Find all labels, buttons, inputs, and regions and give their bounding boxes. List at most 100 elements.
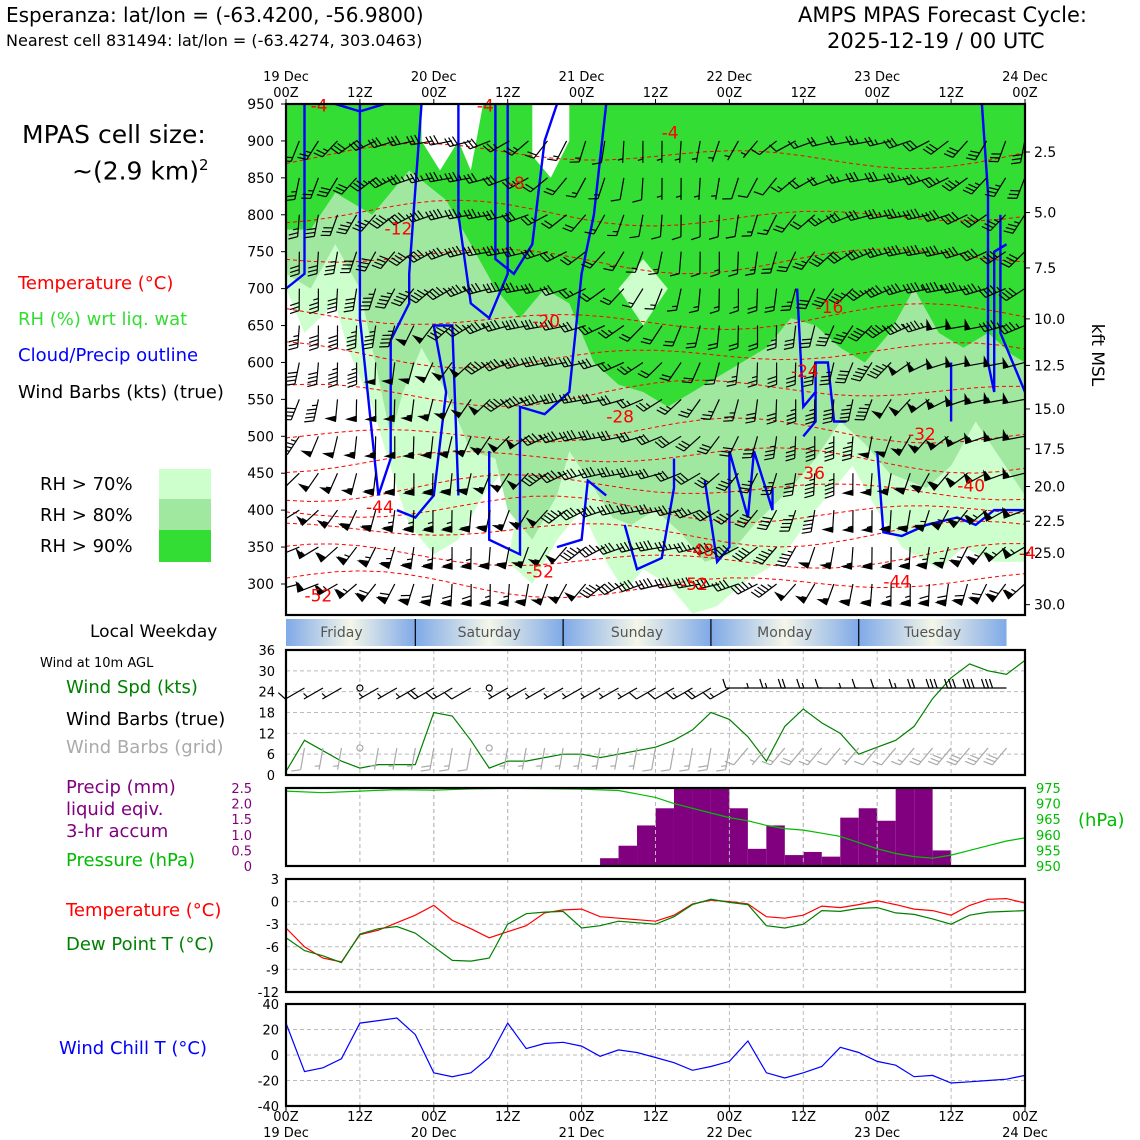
barb-half (349, 451, 355, 454)
barb-half (878, 249, 883, 255)
barb-flag (435, 286, 444, 295)
temperature-contour (286, 142, 1025, 170)
barb-flag (454, 324, 463, 332)
wind-barb (693, 177, 701, 200)
barb-half (729, 412, 735, 414)
barb-flag (929, 282, 936, 292)
barb-flag (845, 212, 852, 221)
wind-barb (406, 249, 434, 263)
barb-flag (307, 375, 318, 380)
wind-barb (618, 325, 644, 342)
barb-flag (963, 219, 973, 226)
barb-flag (582, 589, 592, 596)
barb-flag (804, 482, 815, 487)
barb-half (389, 414, 395, 418)
barb-flag (868, 172, 874, 182)
barb-flag (838, 374, 848, 377)
wind-barb (635, 540, 663, 552)
wind-barb-grid (724, 747, 749, 766)
wind-barb-grid (798, 747, 823, 766)
barb-flag (624, 504, 630, 513)
barb-flag (780, 760, 790, 766)
cloud-outline (358, 104, 423, 496)
cell-size-line2: ~(2.9 km)2 (72, 156, 209, 185)
barb-flag (741, 547, 750, 554)
barb-half (724, 154, 730, 158)
barb-half (840, 292, 846, 297)
temperature-label: -44 (366, 498, 394, 518)
wind-barb (959, 283, 987, 296)
barb-flag (661, 437, 670, 445)
wind-barb (544, 546, 568, 565)
barb-half (631, 267, 637, 270)
wind-barb (450, 399, 472, 419)
wind-barb (597, 325, 625, 339)
weekday-label: Tuesday (903, 625, 961, 641)
barb-flag (328, 346, 338, 352)
barb-flag (508, 211, 516, 220)
barb-flag (347, 379, 357, 385)
wind-barb (879, 583, 892, 607)
wind-barb (692, 509, 720, 522)
barb-pennant (983, 551, 994, 563)
barb-flag (509, 358, 516, 367)
barb-flag (489, 360, 497, 369)
barb-flag (289, 265, 300, 270)
barb-flag (585, 506, 592, 515)
barb-half (1006, 472, 1010, 478)
wind-barb (738, 472, 759, 494)
barb-pennant (963, 472, 973, 485)
barb-flag (948, 678, 953, 689)
barb-flag (716, 769, 726, 772)
barb-staff (619, 177, 625, 200)
barb-flag (966, 678, 971, 689)
weekday-label: Sunday (611, 625, 663, 641)
wind-barb (883, 283, 911, 296)
wind-barb (503, 140, 529, 156)
barb-pennant (472, 487, 485, 495)
barb-pennant (984, 593, 997, 603)
barb-flag (895, 487, 906, 489)
barb-flag (577, 509, 585, 518)
barb-half (882, 363, 888, 368)
barb-flag (394, 254, 404, 262)
wind-barb (615, 579, 644, 593)
barb-flag (677, 475, 686, 483)
wind-barb (637, 140, 644, 163)
legend-rh90: RH > 90% (40, 536, 133, 557)
barb-flag (355, 268, 366, 272)
barb-staff (614, 747, 620, 770)
barb-flag (483, 405, 492, 412)
barb-pennant (948, 559, 961, 568)
wind-barb (459, 583, 472, 607)
barb-flag (379, 592, 390, 596)
barb-half (828, 441, 834, 445)
wind-barb-grid (333, 747, 343, 770)
height-tick-label: 5.0 (1034, 206, 1056, 222)
barb-half (746, 682, 749, 689)
barb-flag (384, 488, 395, 493)
wind-barb (945, 317, 968, 331)
barb-flag (940, 284, 947, 294)
barb-pennant (945, 355, 952, 368)
wind-barb (764, 288, 778, 313)
cloud-outline (286, 104, 306, 290)
barb-half (930, 402, 935, 407)
barb-flag (569, 507, 578, 516)
barb-flag (600, 431, 607, 441)
barb-flag (493, 398, 502, 406)
temperature-label: -40 (957, 477, 985, 497)
barb-pennant (926, 318, 933, 331)
barb-half (686, 408, 693, 412)
barb-flag (886, 138, 894, 148)
barb-flag (607, 234, 617, 237)
barb-flag (505, 212, 512, 222)
bottom-hour-label: 12Z (938, 1110, 964, 1125)
barb-flag (330, 147, 340, 155)
barb-staff (717, 214, 720, 237)
barb-pennant (333, 588, 345, 600)
barb-flag (936, 599, 947, 603)
wind-barb (359, 509, 377, 533)
wind-barb (321, 436, 339, 459)
barb-half (432, 692, 438, 698)
